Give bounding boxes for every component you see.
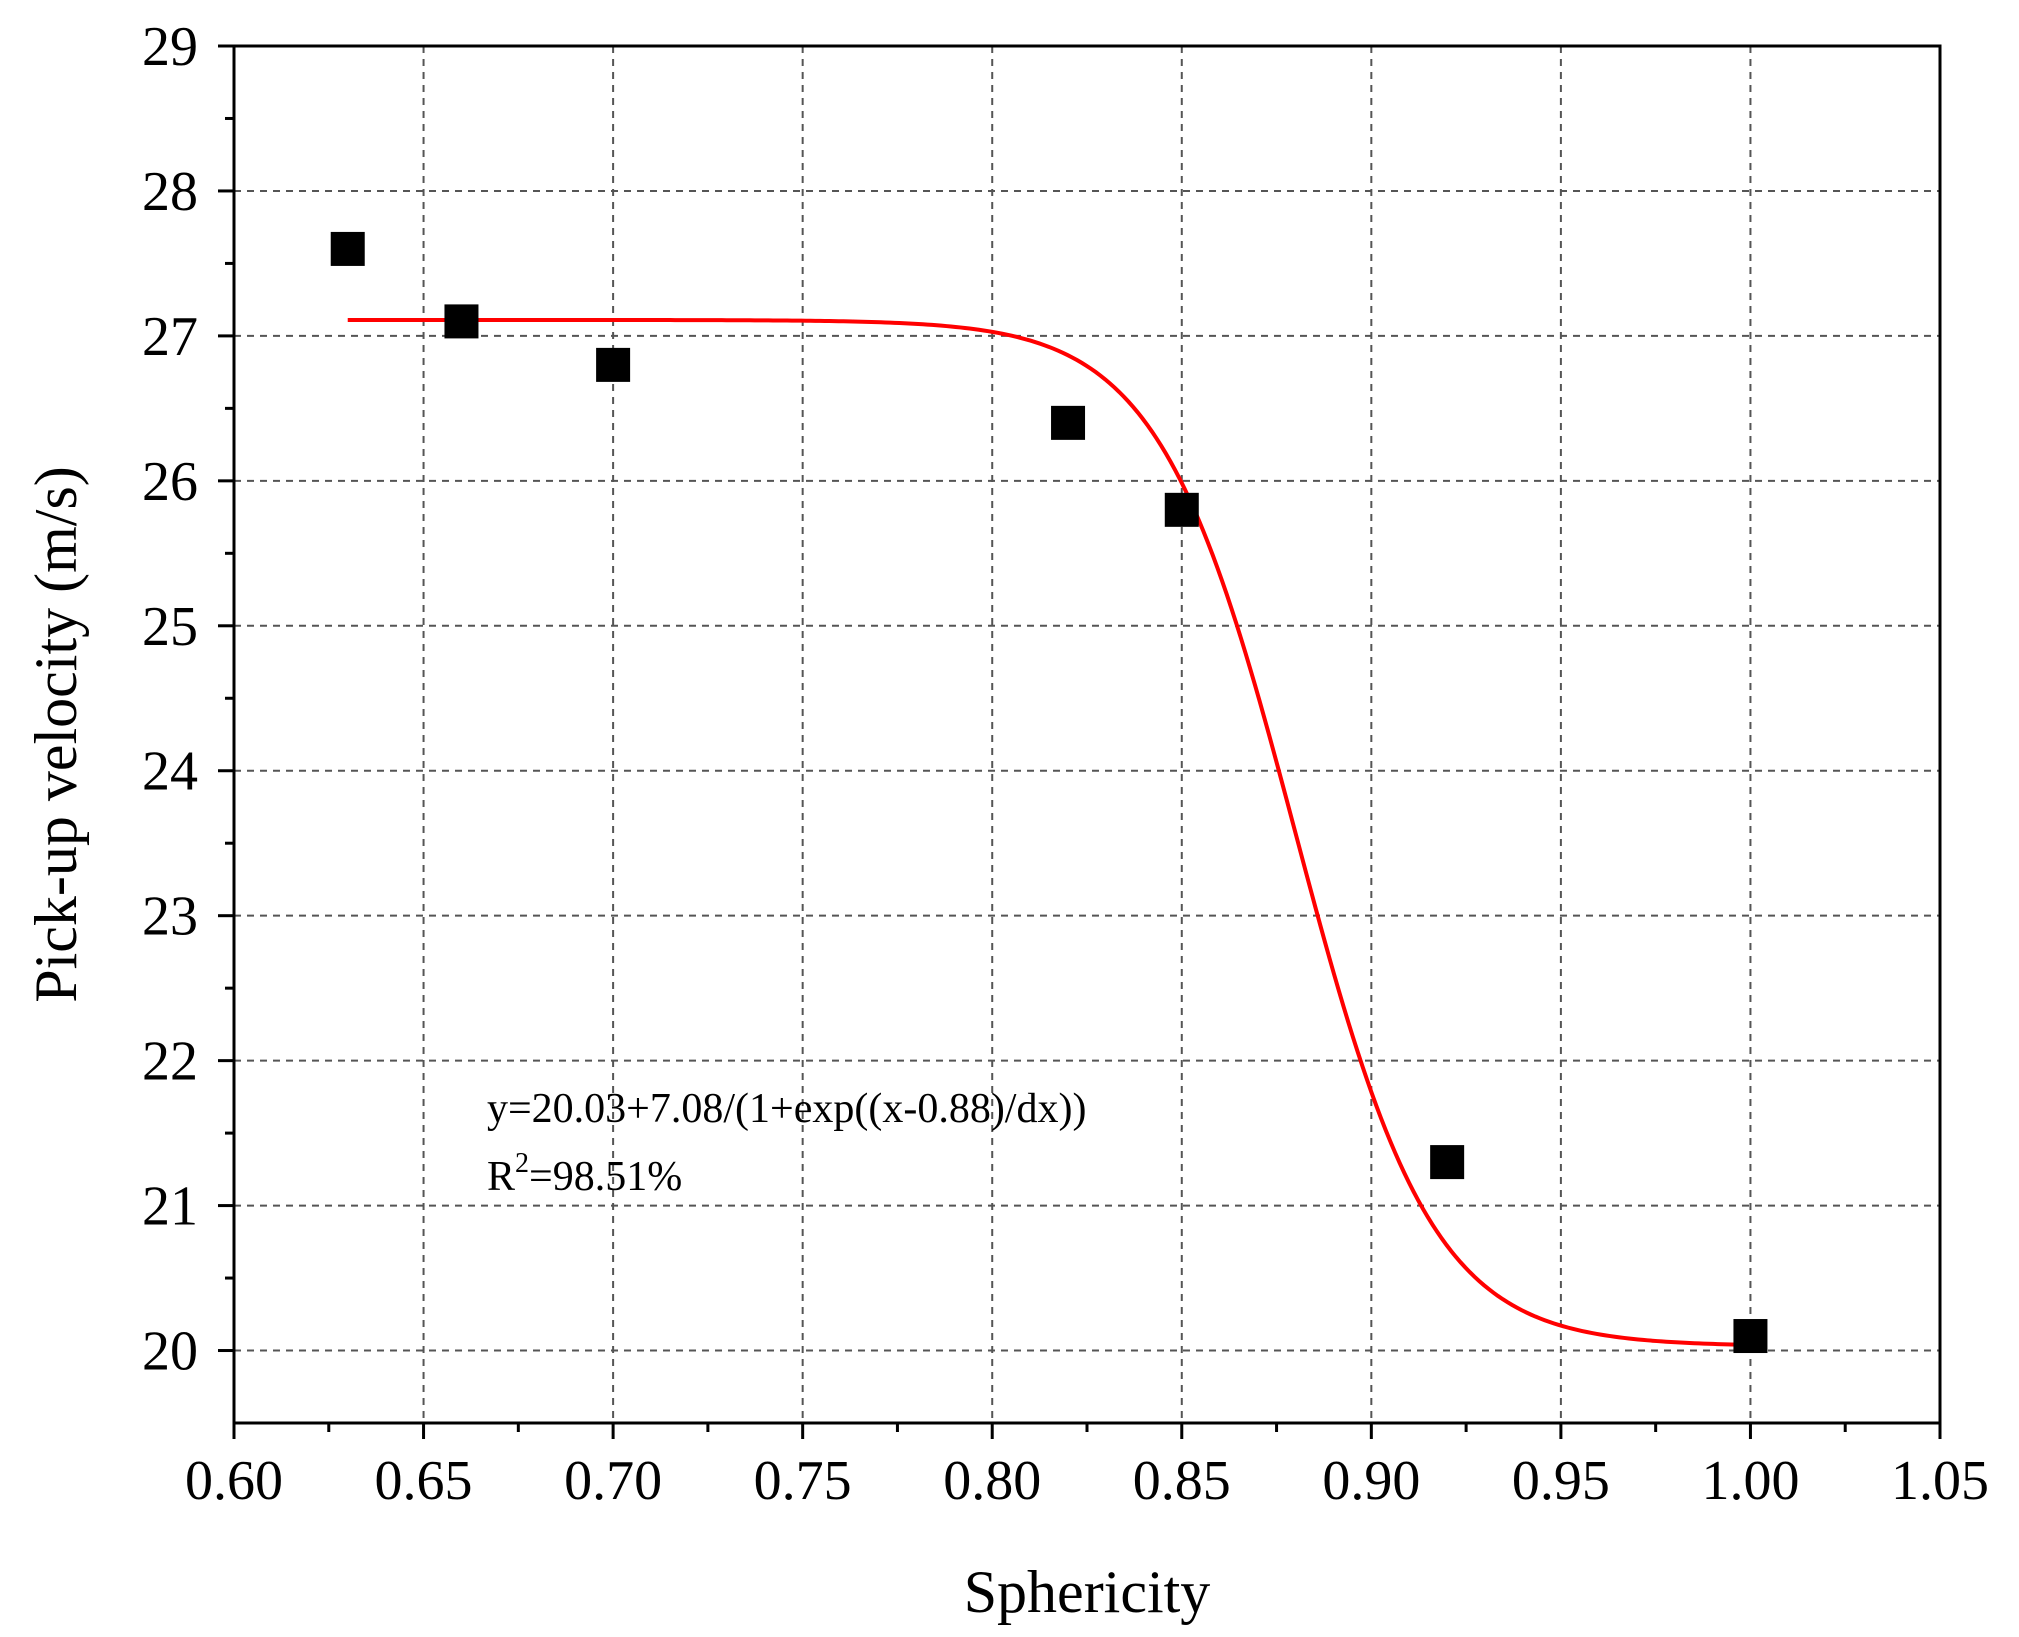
data-point — [596, 347, 631, 382]
r-squared-annotation: R2=98.51% — [487, 1148, 682, 1200]
x-tick-label: 0.95 — [1512, 1450, 1610, 1512]
grid-lines — [234, 46, 1940, 1423]
x-tick-label: 0.80 — [943, 1450, 1041, 1512]
x-tick-label: 0.85 — [1133, 1450, 1231, 1512]
x-tick-label: 0.65 — [375, 1450, 473, 1512]
y-tick-label: 26 — [142, 451, 198, 513]
y-tick-label: 27 — [142, 306, 198, 368]
r2-superscript: 2 — [515, 1148, 529, 1179]
data-points — [330, 231, 1768, 1354]
y-tick-label: 22 — [142, 1031, 198, 1093]
data-point — [1164, 492, 1199, 527]
y-axis-title: Pick-up velocity (m/s) — [23, 466, 89, 1003]
x-tick-label: 0.90 — [1322, 1450, 1420, 1512]
plot-frame — [232, 44, 1942, 1425]
r2-prefix: R — [487, 1154, 515, 1200]
y-tick-label: 25 — [142, 596, 198, 658]
y-tick-label: 20 — [142, 1321, 198, 1383]
data-point — [444, 304, 479, 339]
data-point — [1733, 1319, 1768, 1354]
fit-curve — [347, 317, 1751, 1347]
y-tick-label: 29 — [142, 16, 198, 78]
data-point — [1430, 1145, 1465, 1180]
data-point — [1051, 405, 1086, 440]
x-tick-label: 1.00 — [1701, 1450, 1799, 1512]
axis-ticks — [218, 44, 1942, 1439]
data-point — [330, 231, 365, 266]
y-tick-labels: 20 21 22 23 24 25 26 27 28 29 — [142, 16, 198, 1383]
x-tick-label: 1.05 — [1891, 1450, 1989, 1512]
r2-value: =98.51% — [529, 1154, 682, 1200]
y-tick-label: 28 — [142, 161, 198, 223]
x-tick-labels: 0.60 0.65 0.70 0.75 0.80 0.85 0.90 0.95 1.00 1.05 — [185, 1450, 1989, 1512]
x-tick-label: 0.60 — [185, 1450, 283, 1512]
x-axis-title: Sphericity — [964, 1559, 1211, 1625]
x-tick-label: 0.70 — [564, 1450, 662, 1512]
fit-equation: y=20.03+7.08/(1+exp((x-0.88)/dx)) — [487, 1086, 1086, 1132]
y-tick-label: 24 — [142, 741, 198, 803]
y-tick-label: 23 — [142, 886, 198, 948]
x-tick-label: 0.75 — [754, 1450, 852, 1512]
y-tick-label: 21 — [142, 1176, 198, 1238]
